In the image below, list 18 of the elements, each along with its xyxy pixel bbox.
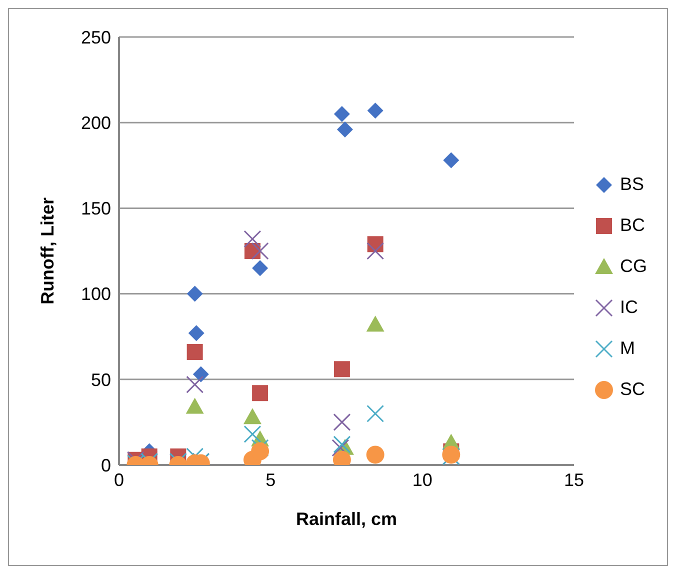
legend-label: IC [620,297,638,318]
legend-label: CG [620,256,647,277]
legend-label: BC [620,215,646,236]
legend-label: BS [620,174,644,195]
y-axis-title: Runoff, Liter [37,198,58,304]
y-tick-label: 50 [90,370,111,390]
x-axis-title: Rainfall, cm [296,509,398,529]
legend-label: SC [620,379,646,400]
legend-label: M [620,338,635,359]
y-tick-label: 200 [80,112,111,133]
x-tick-label: 15 [564,470,584,490]
y-tick-label: 250 [80,27,111,48]
x-tick-label: 0 [114,470,124,490]
x-tick-label: 10 [412,470,432,490]
x-tick-label: 5 [266,470,276,490]
y-tick-label: 150 [80,198,111,219]
y-tick-label: 100 [80,284,111,304]
y-tick-label: 0 [100,455,111,476]
